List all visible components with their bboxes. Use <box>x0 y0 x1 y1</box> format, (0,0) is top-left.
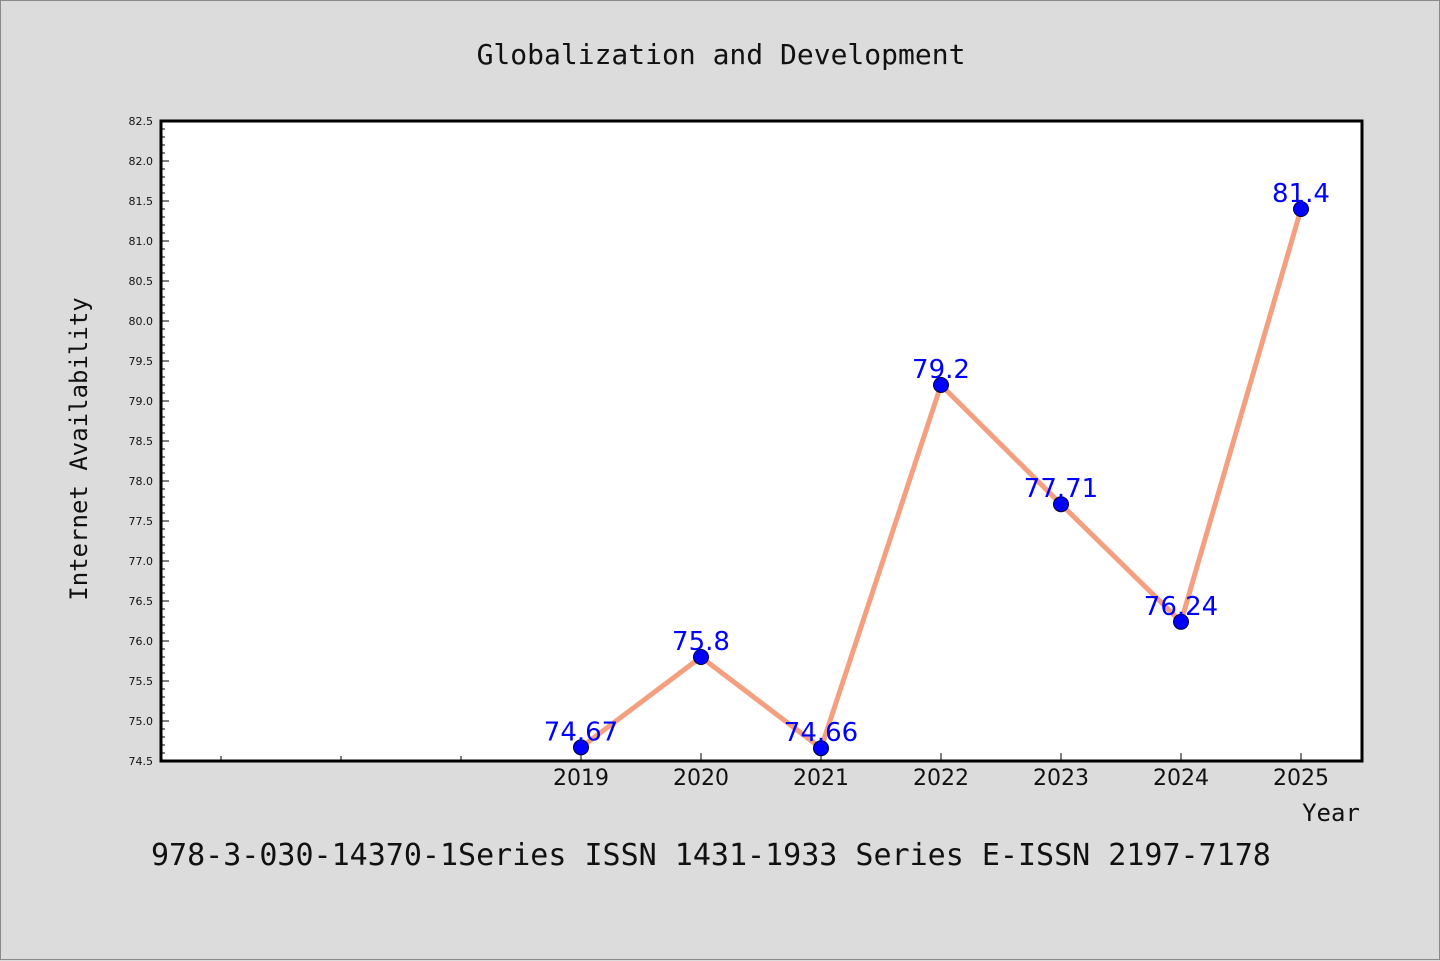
y-tick-label: 82.0 <box>129 155 154 168</box>
data-label: 75.8 <box>672 627 730 657</box>
data-label: 76.24 <box>1144 592 1218 622</box>
x-tick-label: 2023 <box>1033 766 1089 791</box>
x-axis-ticks: 2019 2020 2021 2022 2023 2024 2025 <box>220 753 1329 791</box>
y-tick-label: 82.5 <box>129 115 154 128</box>
x-axis-label: Year <box>1302 799 1360 827</box>
data-label: 74.66 <box>784 718 858 748</box>
y-tick-label: 77.5 <box>129 515 154 528</box>
x-tick-label: 2019 <box>553 766 609 791</box>
x-tick-label: 2024 <box>1153 766 1209 791</box>
y-tick-label: 77.0 <box>129 555 154 568</box>
data-label: 77.71 <box>1024 474 1098 504</box>
y-axis-label: Internet Availability <box>65 297 93 600</box>
y-tick-label: 75.5 <box>129 675 154 688</box>
data-label: 81.4 <box>1272 179 1330 209</box>
y-tick-label: 80.0 <box>129 315 154 328</box>
y-tick-label: 74.5 <box>129 755 154 768</box>
series-group: 74.67 75.8 74.66 79.2 77.71 76.24 81.4 <box>544 179 1330 757</box>
footer-text: 978-3-030-14370-1Series ISSN 1431-1933 S… <box>151 838 1271 873</box>
y-tick-label: 80.5 <box>129 275 154 288</box>
y-tick-label: 79.0 <box>129 395 154 408</box>
data-label: 79.2 <box>912 355 970 385</box>
x-tick-label: 2020 <box>673 766 729 791</box>
data-point <box>1293 201 1309 217</box>
data-point <box>573 739 589 756</box>
y-tick-label: 81.0 <box>129 235 154 248</box>
chart-title: Globalization and Development <box>477 38 966 71</box>
data-point <box>693 649 709 665</box>
data-label: 74.67 <box>544 717 618 747</box>
y-tick-label: 78.5 <box>129 435 154 448</box>
y-axis-ticks: 74.5 75.0 75.5 76.0 76.5 77.0 77.5 78.0 78.5 79.0… <box>129 115 169 768</box>
data-point <box>1053 496 1069 513</box>
plot-area <box>159 119 1364 763</box>
y-tick-label: 81.5 <box>129 195 154 208</box>
y-tick-label: 76.0 <box>129 635 154 648</box>
y-tick-label: 78.0 <box>129 475 154 488</box>
data-point <box>813 740 829 757</box>
y-tick-label: 79.5 <box>129 355 154 368</box>
data-point <box>1173 613 1189 630</box>
x-tick-label: 2021 <box>793 766 849 791</box>
data-point <box>933 377 949 393</box>
x-tick-label: 2022 <box>913 766 969 791</box>
y-tick-label: 75.0 <box>129 715 154 728</box>
x-tick-label: 2025 <box>1273 766 1329 791</box>
y-tick-label: 76.5 <box>129 595 154 608</box>
